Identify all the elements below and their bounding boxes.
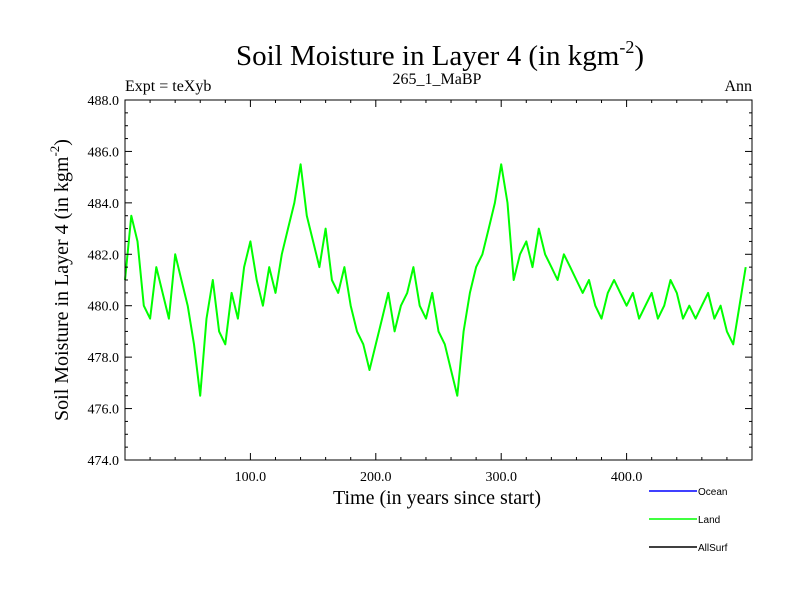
x-tick-label: 100.0 (235, 470, 267, 485)
subtitle-left: Expt = teXyb (125, 78, 211, 95)
x-axis-label: Time (in years since start) (333, 487, 541, 509)
y-tick-label: 480.0 (88, 300, 120, 315)
y-tick-label: 478.0 (88, 351, 120, 366)
y-axis-label: Soil Moisture in Layer 4 (in kgm-2) (47, 139, 73, 421)
y-tick-label: 488.0 (88, 94, 120, 109)
legend-label-land: Land (698, 515, 720, 526)
y-tick-label: 482.0 (88, 248, 120, 263)
x-tick-label: 200.0 (360, 470, 392, 485)
chart-title: Soil Moisture in Layer 4 (in kgm-2) (236, 37, 644, 72)
subtitle-right: Ann (724, 78, 752, 95)
legend: Ocean Land AllSurf (649, 487, 728, 554)
subtitle-center: 265_1_MaBP (393, 71, 482, 88)
plot-frame (124, 99, 753, 461)
y-tick-label: 486.0 (88, 145, 120, 160)
x-tick-label: 300.0 (485, 470, 517, 485)
legend-label-allsurf: AllSurf (698, 543, 728, 554)
y-tick-label: 484.0 (88, 197, 120, 212)
y-tick-label: 474.0 (88, 454, 120, 469)
y-tick-label: 476.0 (88, 403, 120, 418)
series-group (124, 163, 747, 397)
legend-label-ocean: Ocean (698, 487, 727, 498)
ticks-group: 474.0 476.0 478.0 480.0 482.0 484.0 486.0 488.0… (88, 94, 752, 485)
x-tick-label: 400.0 (611, 470, 643, 485)
series-line-land (124, 163, 747, 397)
